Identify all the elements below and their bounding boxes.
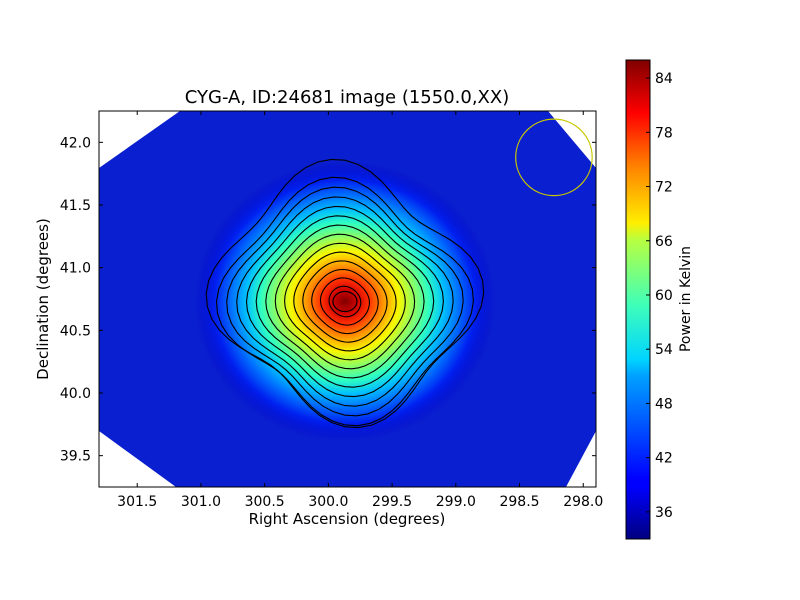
contour-line bbox=[215, 176, 474, 427]
contour-line bbox=[328, 285, 362, 318]
colorbar: 36 42 48 54 60 66 72 78 84 Power in Kelvin bbox=[625, 59, 694, 540]
y-tick-label: 42.0 bbox=[60, 135, 91, 151]
y-tick-label: 41.0 bbox=[60, 261, 91, 277]
beam-circle-marker bbox=[515, 118, 593, 197]
colorbar-ticks: 36 42 48 54 60 66 72 78 84 bbox=[646, 71, 673, 521]
colorbar-tick-label: 42 bbox=[655, 451, 673, 467]
y-tick-label: 40.5 bbox=[60, 323, 91, 339]
contour-line bbox=[255, 215, 435, 388]
y-tick-label: 39.5 bbox=[60, 449, 91, 465]
contour-line bbox=[274, 233, 416, 370]
colorbar-tick-label: 60 bbox=[655, 288, 673, 304]
contour-line bbox=[284, 242, 406, 361]
contour-line bbox=[205, 158, 485, 429]
x-tick-label: 300.5 bbox=[245, 494, 285, 510]
colorbar-tick-label: 48 bbox=[655, 396, 673, 412]
emission-blob bbox=[194, 161, 495, 442]
contour-line bbox=[245, 205, 444, 398]
contour-line bbox=[236, 196, 454, 407]
colorbar-tick-label: 66 bbox=[655, 234, 673, 250]
colorbar-tick-label: 36 bbox=[655, 505, 673, 521]
x-tick-label: 298.5 bbox=[499, 494, 539, 510]
y-tick-label: 41.5 bbox=[60, 198, 91, 214]
x-axis-label: Right Ascension (degrees) bbox=[249, 510, 446, 528]
x-tick-label: 298.0 bbox=[563, 494, 603, 510]
contour-line bbox=[302, 260, 388, 343]
contour-line bbox=[293, 251, 397, 352]
x-tick-label: 299.0 bbox=[436, 494, 476, 510]
colorbar-tick-label: 84 bbox=[655, 71, 673, 87]
colorbar-tick-label: 78 bbox=[655, 125, 673, 141]
plot-area bbox=[99, 111, 596, 487]
x-tick-label: 300.0 bbox=[308, 494, 348, 510]
colorbar-label: Power in Kelvin bbox=[678, 246, 694, 352]
y-tick-label: 40.0 bbox=[60, 386, 91, 402]
y-axis: 39.5 40.0 40.5 41.0 41.5 42.0 bbox=[60, 135, 596, 465]
peak-contour bbox=[332, 290, 358, 313]
x-axis: 301.5 301.0 300.5 300.0 299.5 299.0 298.5 298.0 bbox=[117, 111, 603, 510]
contour-line bbox=[226, 186, 464, 417]
contour-lines bbox=[205, 158, 485, 429]
contour-line bbox=[319, 277, 370, 326]
x-tick-label: 301.0 bbox=[181, 494, 221, 510]
contour-line bbox=[311, 268, 379, 335]
chart-title: CYG-A, ID:24681 image (1550.0,XX) bbox=[185, 87, 509, 108]
colorbar-tick-label: 54 bbox=[655, 342, 673, 358]
x-tick-label: 299.5 bbox=[372, 494, 412, 510]
x-tick-label: 301.5 bbox=[117, 494, 157, 510]
colorbar-tick-label: 72 bbox=[655, 180, 673, 196]
source-emission bbox=[194, 161, 495, 442]
y-axis-label: Declination (degrees) bbox=[34, 218, 52, 380]
colorbar-gradient bbox=[625, 59, 651, 540]
plot-frame bbox=[98, 110, 597, 488]
contour-line bbox=[265, 224, 425, 379]
